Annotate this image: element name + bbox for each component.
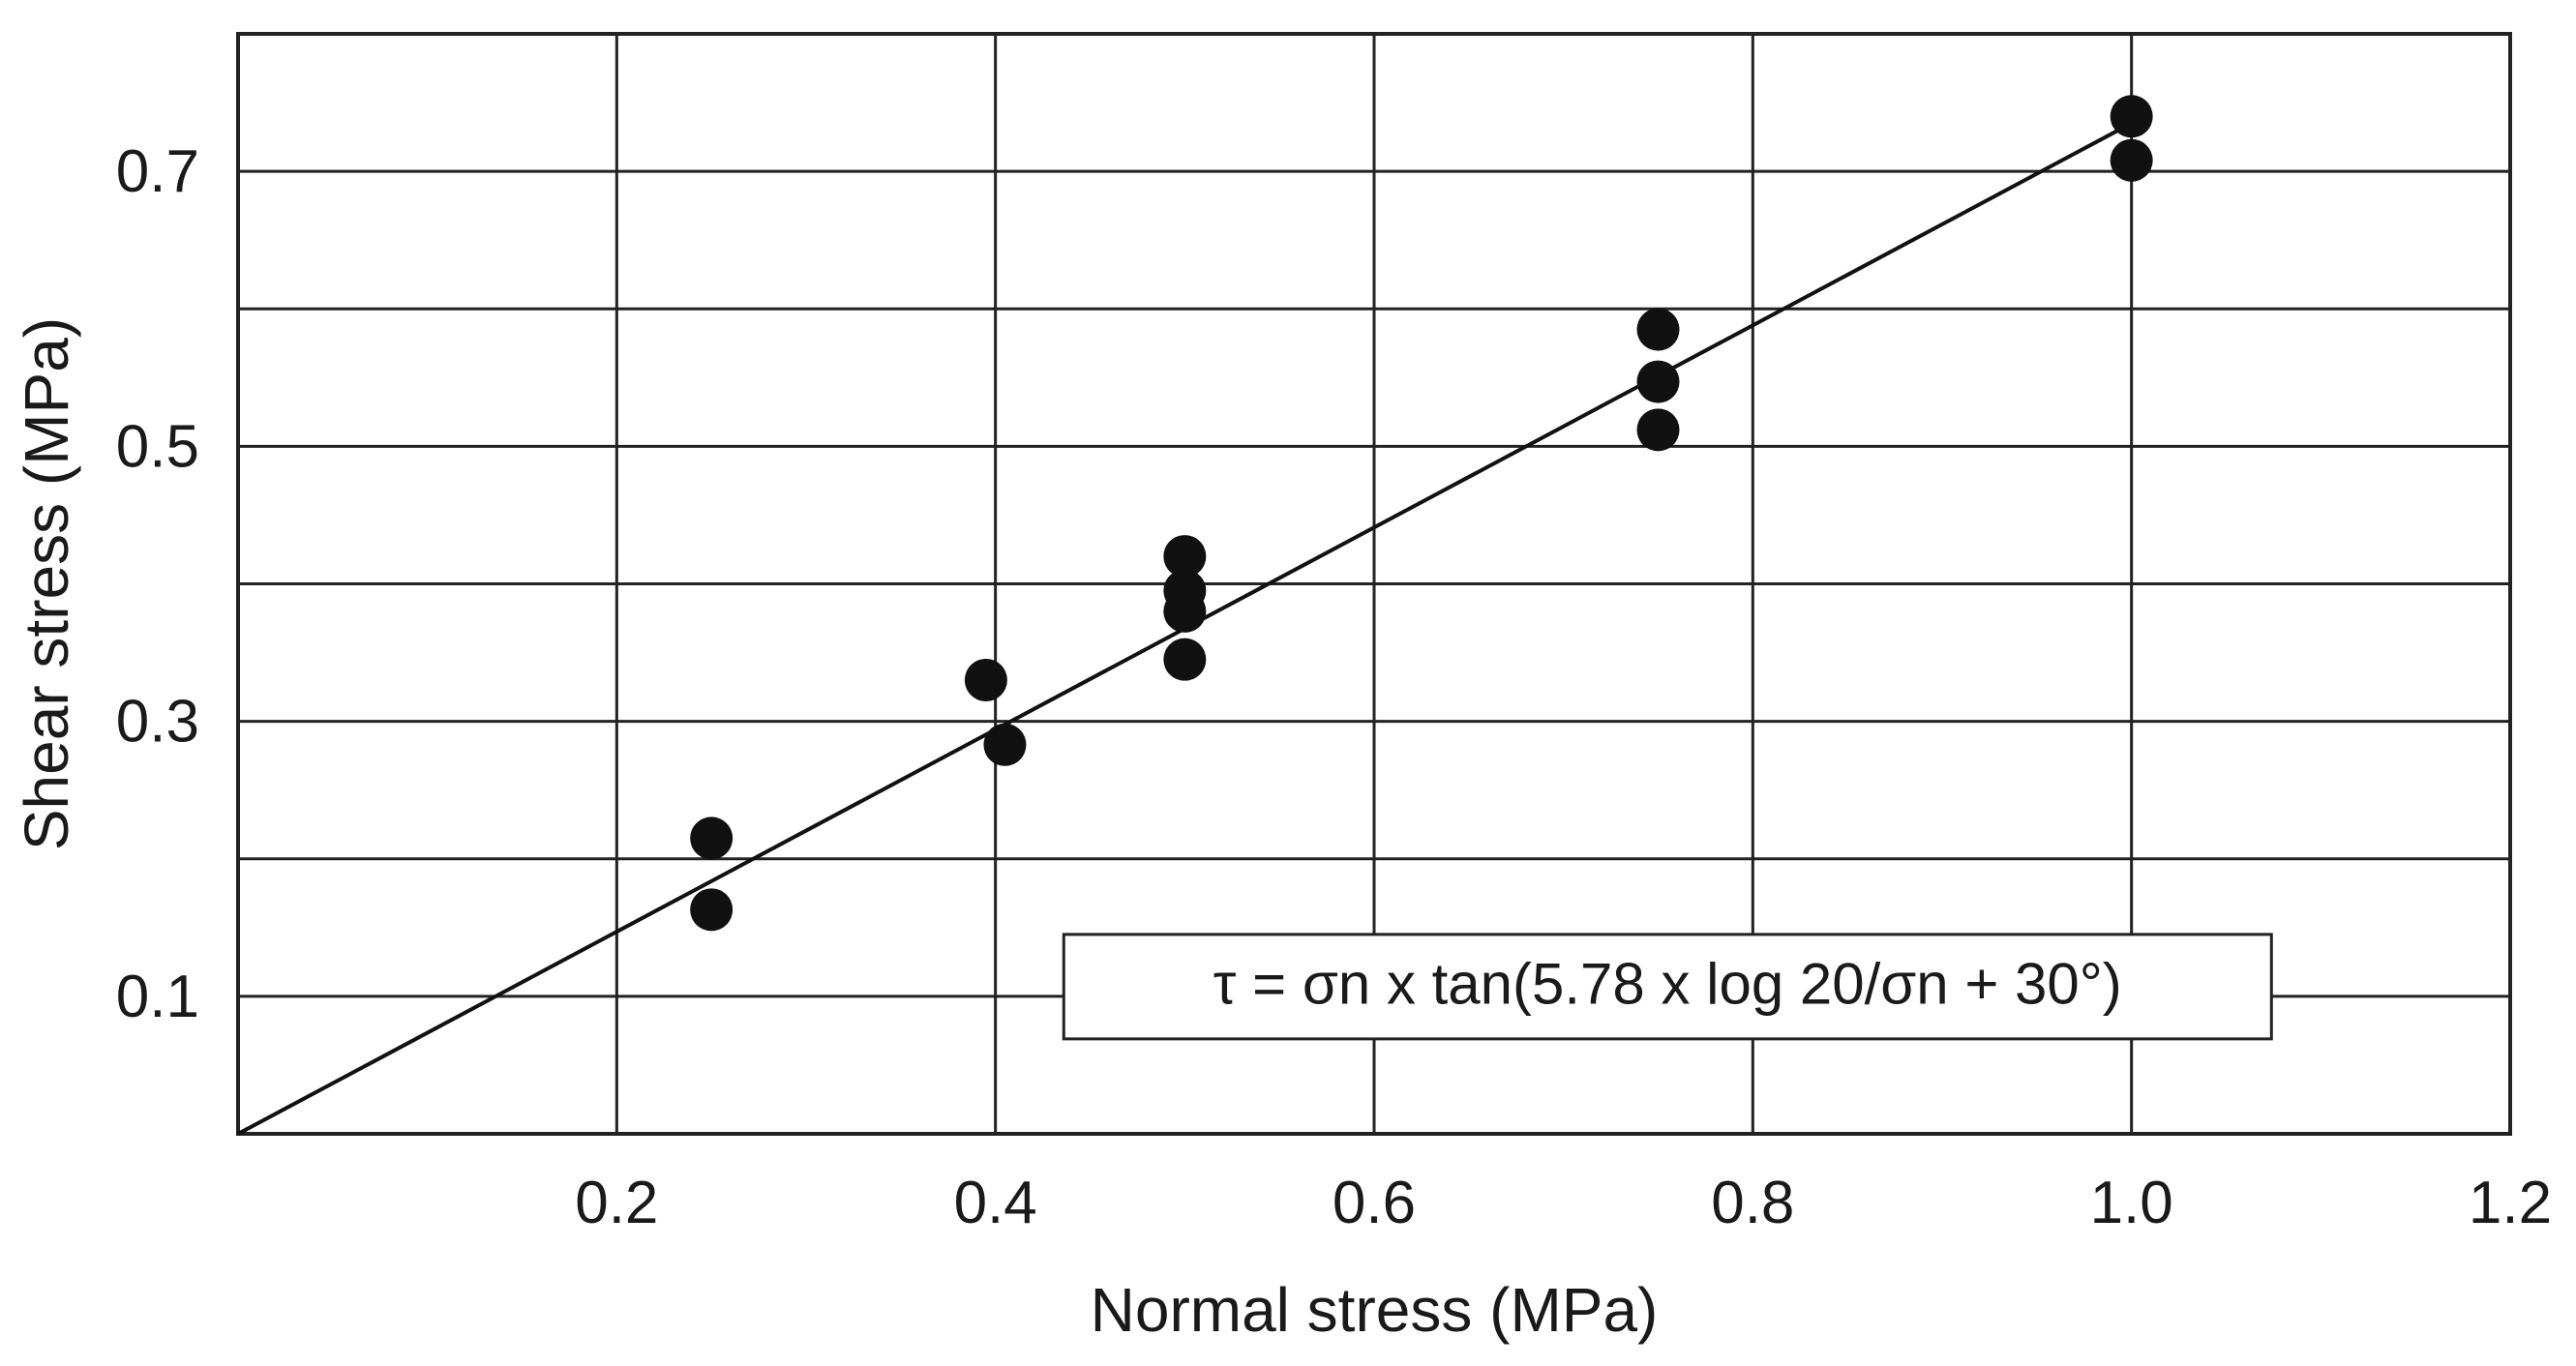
y-tick-label: 0.7	[116, 138, 199, 205]
equation-annotation: τ = σn x tan(5.78 x log 20/σn + 30°)	[1062, 933, 2273, 1041]
data-point	[690, 817, 734, 860]
data-point	[1636, 408, 1680, 452]
y-tick-label: 0.1	[116, 964, 199, 1030]
data-point	[964, 658, 1007, 701]
x-tick-label: 0.2	[575, 1170, 658, 1236]
x-axis-title: Normal stress (MPa)	[1091, 1275, 1659, 1345]
x-tick-label: 0.4	[954, 1170, 1037, 1236]
data-point	[1636, 308, 1680, 351]
x-tick-label: 1.2	[2469, 1170, 2552, 1236]
data-points	[690, 95, 2153, 932]
data-point	[690, 888, 734, 932]
data-point	[1163, 589, 1207, 633]
x-tick-label: 0.8	[1711, 1170, 1794, 1236]
equation-box	[1062, 933, 2273, 1041]
equation-label: τ = σn x tan(5.78 x log 20/σn + 30°)	[1213, 952, 2122, 1017]
plot-frame	[236, 32, 2512, 1136]
y-axis-title: Shear stress (MPa)	[12, 317, 81, 850]
y-tick-label: 0.3	[116, 689, 199, 756]
tick-labels: 0.2 0.4 0.6 0.8 1.0 1.2 0.1 0.3 0.5 0.7	[116, 138, 2552, 1236]
x-tick-label: 1.0	[2090, 1170, 2173, 1236]
data-point	[1163, 638, 1207, 681]
data-point	[2110, 95, 2153, 138]
x-tick-label: 0.6	[1333, 1170, 1416, 1236]
data-point	[983, 723, 1027, 766]
data-point	[2110, 138, 2153, 182]
data-point	[1636, 360, 1680, 403]
data-point	[1163, 535, 1207, 579]
y-tick-label: 0.5	[116, 413, 199, 480]
